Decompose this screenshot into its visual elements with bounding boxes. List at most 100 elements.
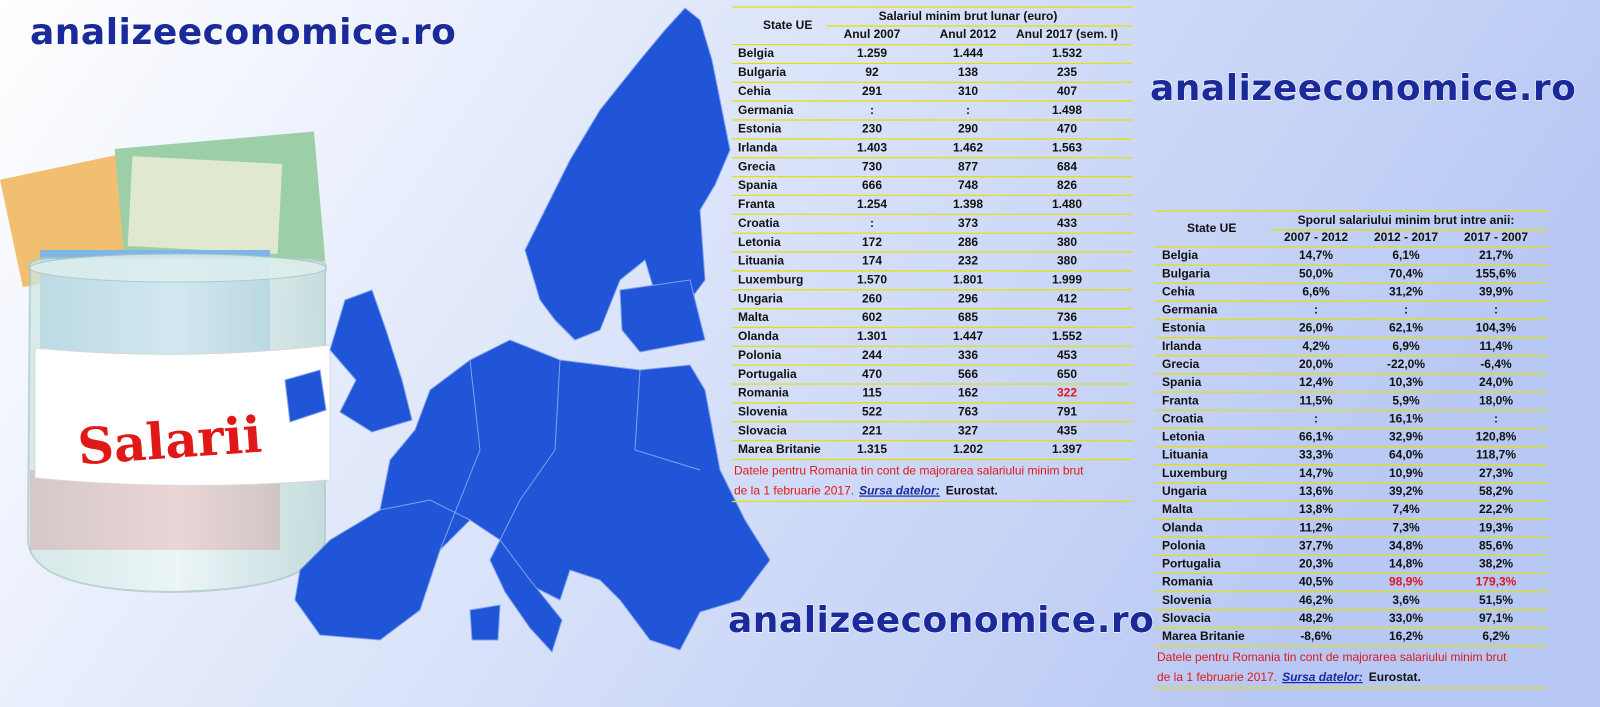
source: Eurostat. [1369, 670, 1421, 684]
table-cell: 522 [862, 405, 882, 419]
row-label: Grecia [738, 159, 776, 173]
table-cell: 13,8% [1299, 502, 1333, 516]
table-cell: 6,2% [1482, 629, 1510, 643]
table-cell: 1.254 [857, 197, 887, 211]
table-cell: 1.462 [953, 140, 983, 154]
table-cell: 10,9% [1389, 466, 1423, 480]
table-cell: 179,3% [1476, 575, 1517, 589]
table-cell: 1.498 [1052, 103, 1082, 117]
row-label: Germania [738, 103, 794, 117]
table-cell: 435 [1057, 423, 1077, 437]
row-label: Polonia [738, 348, 782, 362]
row-label: Olanda [738, 329, 779, 343]
table-cell: 433 [1057, 216, 1077, 230]
source-label: Sursa datelor: [859, 484, 940, 498]
table-cell: 470 [862, 367, 882, 381]
table-cell: 118,7% [1476, 448, 1516, 462]
table-minimum-wage: State UE Salariul minim brut lunar (euro)… [732, 6, 1132, 503]
table-cell: 22,2% [1479, 502, 1513, 516]
watermark: analizeeconomice.ro [728, 600, 1154, 641]
table-cell: 791 [1057, 405, 1077, 419]
table-cell: 155,6% [1476, 266, 1517, 280]
table-cell: 730 [862, 159, 882, 173]
column-header: 2012 - 2017 [1374, 230, 1438, 244]
table-cell: 380 [1057, 254, 1077, 268]
table-cell: 34,8% [1389, 538, 1423, 552]
table-cell: 602 [862, 310, 882, 324]
table-cell: 27,3% [1479, 466, 1513, 480]
source: Eurostat. [946, 484, 998, 498]
source-label: Sursa datelor: [1282, 670, 1363, 684]
table-cell: 48,2% [1299, 611, 1333, 625]
table-cell: : [966, 103, 970, 117]
table-cell: 12,4% [1299, 375, 1333, 389]
table-cell: 1.552 [1052, 329, 1082, 343]
table-cell: 260 [862, 291, 882, 305]
table-cell: 39,9% [1479, 284, 1513, 298]
table-cell: 162 [958, 386, 978, 400]
table-cell: 26,0% [1299, 321, 1333, 335]
row-label: Malta [738, 310, 769, 324]
table-cell: 1.570 [857, 272, 887, 286]
table-cell: 18,0% [1479, 393, 1513, 407]
row-label: Portugalia [1162, 557, 1221, 571]
table-cell: 1.480 [1052, 197, 1082, 211]
table-cell: 1.259 [857, 46, 887, 60]
table-cell: 62,1% [1389, 321, 1423, 335]
table-cell: 97,1% [1479, 611, 1513, 625]
table-cell: 33,3% [1299, 448, 1333, 462]
table-cell: 32,9% [1389, 430, 1423, 444]
table-cell: 1.444 [953, 46, 983, 60]
column-header: Anul 2017 (sem. I) [1016, 27, 1118, 41]
row-label: Polonia [1162, 538, 1206, 552]
table-cell: 666 [862, 178, 882, 192]
table-cell: 138 [958, 65, 978, 79]
row-label: Grecia [1162, 357, 1200, 371]
table-cell: 373 [958, 216, 978, 230]
table-cell: 380 [1057, 235, 1077, 249]
table-cell: 4,2% [1302, 339, 1330, 353]
table-cell: 120,8% [1476, 430, 1517, 444]
row-label: Marea Britanie [1162, 629, 1245, 643]
table-cell: : [1494, 411, 1498, 425]
table-cell: -22,0% [1387, 357, 1425, 371]
table-cell: 286 [958, 235, 978, 249]
table-cell: 826 [1057, 178, 1077, 192]
row-label: Letonia [1162, 430, 1205, 444]
row-label: Slovenia [738, 405, 788, 419]
row-label: Romania [738, 386, 789, 400]
row-label: Belgia [738, 46, 774, 60]
table-cell: 1.301 [857, 329, 887, 343]
table-cell: 230 [862, 122, 882, 136]
table-cell: 7,3% [1392, 520, 1420, 534]
table-cell: 6,9% [1392, 339, 1420, 353]
table-cell: 64,0% [1389, 448, 1423, 462]
row-label: Romania [1162, 575, 1213, 589]
table-cell: 1.398 [953, 197, 983, 211]
table-cell: 235 [1057, 65, 1077, 79]
table-cell: 1.447 [953, 329, 983, 343]
europe-map [284, 7, 771, 653]
table-cell: 763 [958, 405, 978, 419]
table-cell: 14,7% [1299, 466, 1333, 480]
row-label: Luxemburg [1162, 466, 1227, 480]
table-cell: 51,5% [1479, 593, 1513, 607]
row-label: Malta [1162, 502, 1193, 516]
row-label: Ungaria [738, 291, 783, 305]
table-cell: 16,1% [1389, 411, 1423, 425]
header-title: Salariul minim brut lunar (euro) [879, 9, 1058, 23]
table-cell: 1.403 [857, 140, 887, 154]
table-cell: 327 [958, 423, 978, 437]
table-cell: 7,4% [1392, 502, 1420, 516]
header: State UE [1187, 221, 1236, 235]
table-cell: 50,0% [1299, 266, 1333, 280]
table-cell: 1.397 [1052, 442, 1082, 456]
table-cell: 10,3% [1389, 375, 1423, 389]
table-cell: 336 [958, 348, 978, 362]
note: Datele pentru Romania tin cont de majora… [734, 464, 1084, 478]
table-cell: 14,8% [1389, 557, 1423, 571]
row-label: Cehia [1162, 284, 1195, 298]
table-cell: 85,6% [1479, 538, 1513, 552]
row-label: Bulgaria [1162, 266, 1210, 280]
table-wage-growth: State UE Sporul salariului minim brut int… [1155, 210, 1547, 689]
